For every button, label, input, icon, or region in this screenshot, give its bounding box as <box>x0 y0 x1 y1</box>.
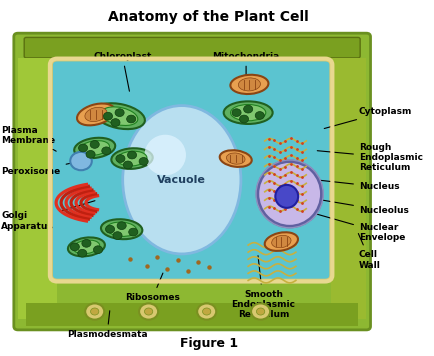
Text: Smooth
Endoplasmic
Reticulum: Smooth Endoplasmic Reticulum <box>231 256 295 319</box>
Ellipse shape <box>101 107 138 126</box>
Ellipse shape <box>117 151 147 166</box>
Ellipse shape <box>226 153 244 164</box>
Circle shape <box>90 308 99 315</box>
Circle shape <box>144 308 152 315</box>
Circle shape <box>231 109 240 116</box>
Circle shape <box>111 119 120 126</box>
Circle shape <box>78 249 87 257</box>
Text: Figure 1: Figure 1 <box>179 337 237 350</box>
Circle shape <box>250 303 270 320</box>
Text: Anatomy of the Plant Cell: Anatomy of the Plant Cell <box>108 10 309 24</box>
Circle shape <box>86 151 95 158</box>
Circle shape <box>79 144 88 152</box>
Circle shape <box>113 232 122 240</box>
Text: Plasmodesmata: Plasmodesmata <box>67 311 147 339</box>
Ellipse shape <box>122 106 240 254</box>
Ellipse shape <box>94 103 145 129</box>
Circle shape <box>90 141 99 148</box>
Circle shape <box>126 115 135 123</box>
Text: Nucleolus: Nucleolus <box>294 195 408 215</box>
Text: Chloroplast: Chloroplast <box>93 52 151 91</box>
Ellipse shape <box>77 104 115 125</box>
Circle shape <box>243 105 252 113</box>
Text: Cell
Wall: Cell Wall <box>358 234 380 269</box>
Ellipse shape <box>223 101 272 124</box>
Text: Plasma
Membrane: Plasma Membrane <box>1 126 56 151</box>
Circle shape <box>139 303 158 320</box>
Ellipse shape <box>238 78 260 91</box>
Circle shape <box>102 147 111 155</box>
Circle shape <box>105 225 114 233</box>
Ellipse shape <box>257 161 321 226</box>
Circle shape <box>115 155 125 162</box>
Text: Mitochondria: Mitochondria <box>212 52 279 84</box>
Ellipse shape <box>219 150 251 167</box>
Ellipse shape <box>111 148 152 169</box>
Text: Golgi
Apparatus: Golgi Apparatus <box>1 201 95 231</box>
Ellipse shape <box>80 141 109 155</box>
FancyBboxPatch shape <box>51 60 330 281</box>
Ellipse shape <box>275 185 297 208</box>
FancyBboxPatch shape <box>14 33 370 330</box>
Text: Peroxisome: Peroxisome <box>1 162 78 176</box>
Text: Nucleus: Nucleus <box>301 178 398 191</box>
Ellipse shape <box>230 105 265 121</box>
Circle shape <box>255 111 264 119</box>
Circle shape <box>70 152 92 170</box>
Ellipse shape <box>85 107 107 121</box>
Circle shape <box>197 303 216 320</box>
Ellipse shape <box>271 235 290 248</box>
Ellipse shape <box>74 138 115 158</box>
FancyBboxPatch shape <box>18 58 57 319</box>
FancyBboxPatch shape <box>26 303 357 326</box>
Ellipse shape <box>101 219 142 239</box>
Text: Rough
Endoplasmic
Reticulum: Rough Endoplasmic Reticulum <box>316 143 422 172</box>
Circle shape <box>70 243 79 251</box>
Text: Cytoplasm: Cytoplasm <box>323 107 411 129</box>
Circle shape <box>115 109 124 116</box>
Circle shape <box>128 228 138 236</box>
FancyBboxPatch shape <box>24 37 359 58</box>
Ellipse shape <box>264 232 297 251</box>
Circle shape <box>93 246 102 253</box>
Text: Ribosomes: Ribosomes <box>125 273 180 302</box>
Circle shape <box>202 308 210 315</box>
Circle shape <box>127 151 136 159</box>
Circle shape <box>103 112 112 120</box>
Text: Vacuole: Vacuole <box>157 175 206 185</box>
Circle shape <box>117 222 126 230</box>
FancyBboxPatch shape <box>330 58 365 319</box>
Ellipse shape <box>230 75 268 94</box>
Ellipse shape <box>144 135 185 176</box>
Circle shape <box>82 240 91 247</box>
Circle shape <box>85 303 104 320</box>
Ellipse shape <box>68 237 105 256</box>
Circle shape <box>256 308 264 315</box>
Circle shape <box>239 115 248 123</box>
Text: Nuclear
Envelope: Nuclear Envelope <box>301 210 404 242</box>
Ellipse shape <box>106 222 136 236</box>
Circle shape <box>123 161 132 169</box>
Ellipse shape <box>73 240 99 254</box>
Circle shape <box>139 157 148 165</box>
